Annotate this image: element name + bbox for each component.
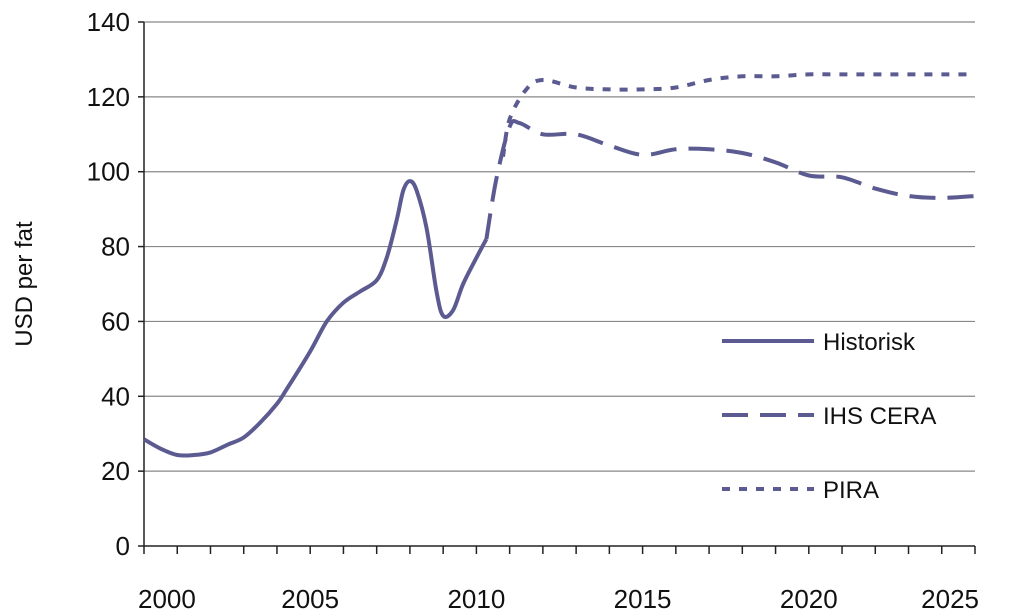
x-tick-label-2010: 2010 [447, 584, 505, 614]
tick-labels: 0 20 40 60 80 100 120 140 2000 2005 2010 2015 2020 20… [87, 7, 979, 614]
x-tick-label-2005: 2005 [281, 584, 339, 614]
y-tick-label-80: 80 [101, 232, 130, 262]
y-tick-label-120: 120 [87, 82, 130, 112]
x-tick-label-2025: 2025 [921, 584, 979, 614]
y-tick-label-0: 0 [116, 531, 130, 561]
y-tick-label-40: 40 [101, 381, 130, 411]
legend-label-historisk: Historisk [823, 329, 916, 356]
legend-label-pira: PIRA [823, 477, 879, 504]
axes [138, 21, 976, 554]
y-axis-title: USD per fat [11, 221, 38, 347]
legend: Historisk IHS CERA PIRA [722, 329, 936, 504]
series-line-pira [501, 72, 975, 158]
y-tick-label-60: 60 [101, 306, 130, 336]
series-line-historisk [142, 179, 489, 458]
x-tick-label-2020: 2020 [780, 584, 838, 614]
x-tick-label-2000: 2000 [138, 584, 196, 614]
legend-label-ihs-cera: IHS CERA [823, 403, 936, 430]
series-line-ihs-cera [484, 118, 976, 240]
y-tick-label-100: 100 [87, 157, 130, 187]
y-tick-label-20: 20 [101, 456, 130, 486]
series-lines [142, 72, 976, 458]
y-tick-label-140: 140 [87, 7, 130, 37]
x-tick-label-2015: 2015 [614, 584, 672, 614]
